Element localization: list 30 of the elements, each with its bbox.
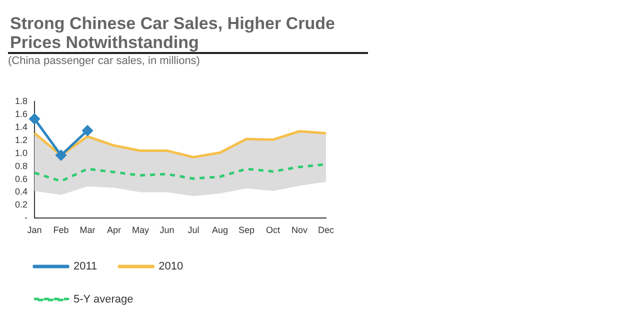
y-tick-label: 1.8 bbox=[14, 96, 28, 106]
x-tick-label: Sep bbox=[238, 225, 255, 236]
x-tick-label: Feb bbox=[53, 225, 69, 236]
point bbox=[56, 150, 66, 161]
y-tick-label: 1.0 bbox=[14, 148, 28, 158]
y-tick-label: 0.2 bbox=[14, 200, 28, 210]
point bbox=[29, 114, 40, 124]
x-tick-label: May bbox=[132, 225, 150, 236]
x-tick-label: Apr bbox=[107, 225, 122, 236]
y-tick-label: 0.4 bbox=[14, 186, 28, 197]
y-tick-label: 1.4 bbox=[14, 122, 28, 132]
x-tick-label: Oct bbox=[266, 225, 280, 236]
legend-label: 5-Y average bbox=[74, 294, 134, 306]
x-tick-label: Mar bbox=[80, 225, 96, 236]
y-tick-label: 0.8 bbox=[14, 160, 28, 171]
y-tick-label: 1.6 bbox=[14, 108, 28, 119]
y-tick-label: 1.2 bbox=[14, 134, 28, 145]
x-tick-label: Aug bbox=[212, 225, 228, 236]
x-tick-label: Dec bbox=[318, 225, 334, 236]
y-tick-label: 0.6 bbox=[14, 174, 28, 184]
legend-label: 2011 bbox=[74, 260, 98, 273]
chart-title: Strong Chinese Car Sales, Higher Crude Prices Notwithstanding bbox=[8, 8, 368, 54]
x-tick-label: Jan bbox=[27, 225, 42, 236]
y-tick-label: - bbox=[24, 212, 28, 223]
point bbox=[82, 125, 93, 136]
legend-label: 2010 bbox=[158, 260, 184, 273]
x-tick-label: Jun bbox=[160, 225, 174, 236]
chart-subtitle: (China passenger car sales, in millions) bbox=[8, 55, 201, 67]
x-tick-label: Jul bbox=[188, 225, 200, 236]
x-tick-label: Nov bbox=[291, 225, 308, 236]
